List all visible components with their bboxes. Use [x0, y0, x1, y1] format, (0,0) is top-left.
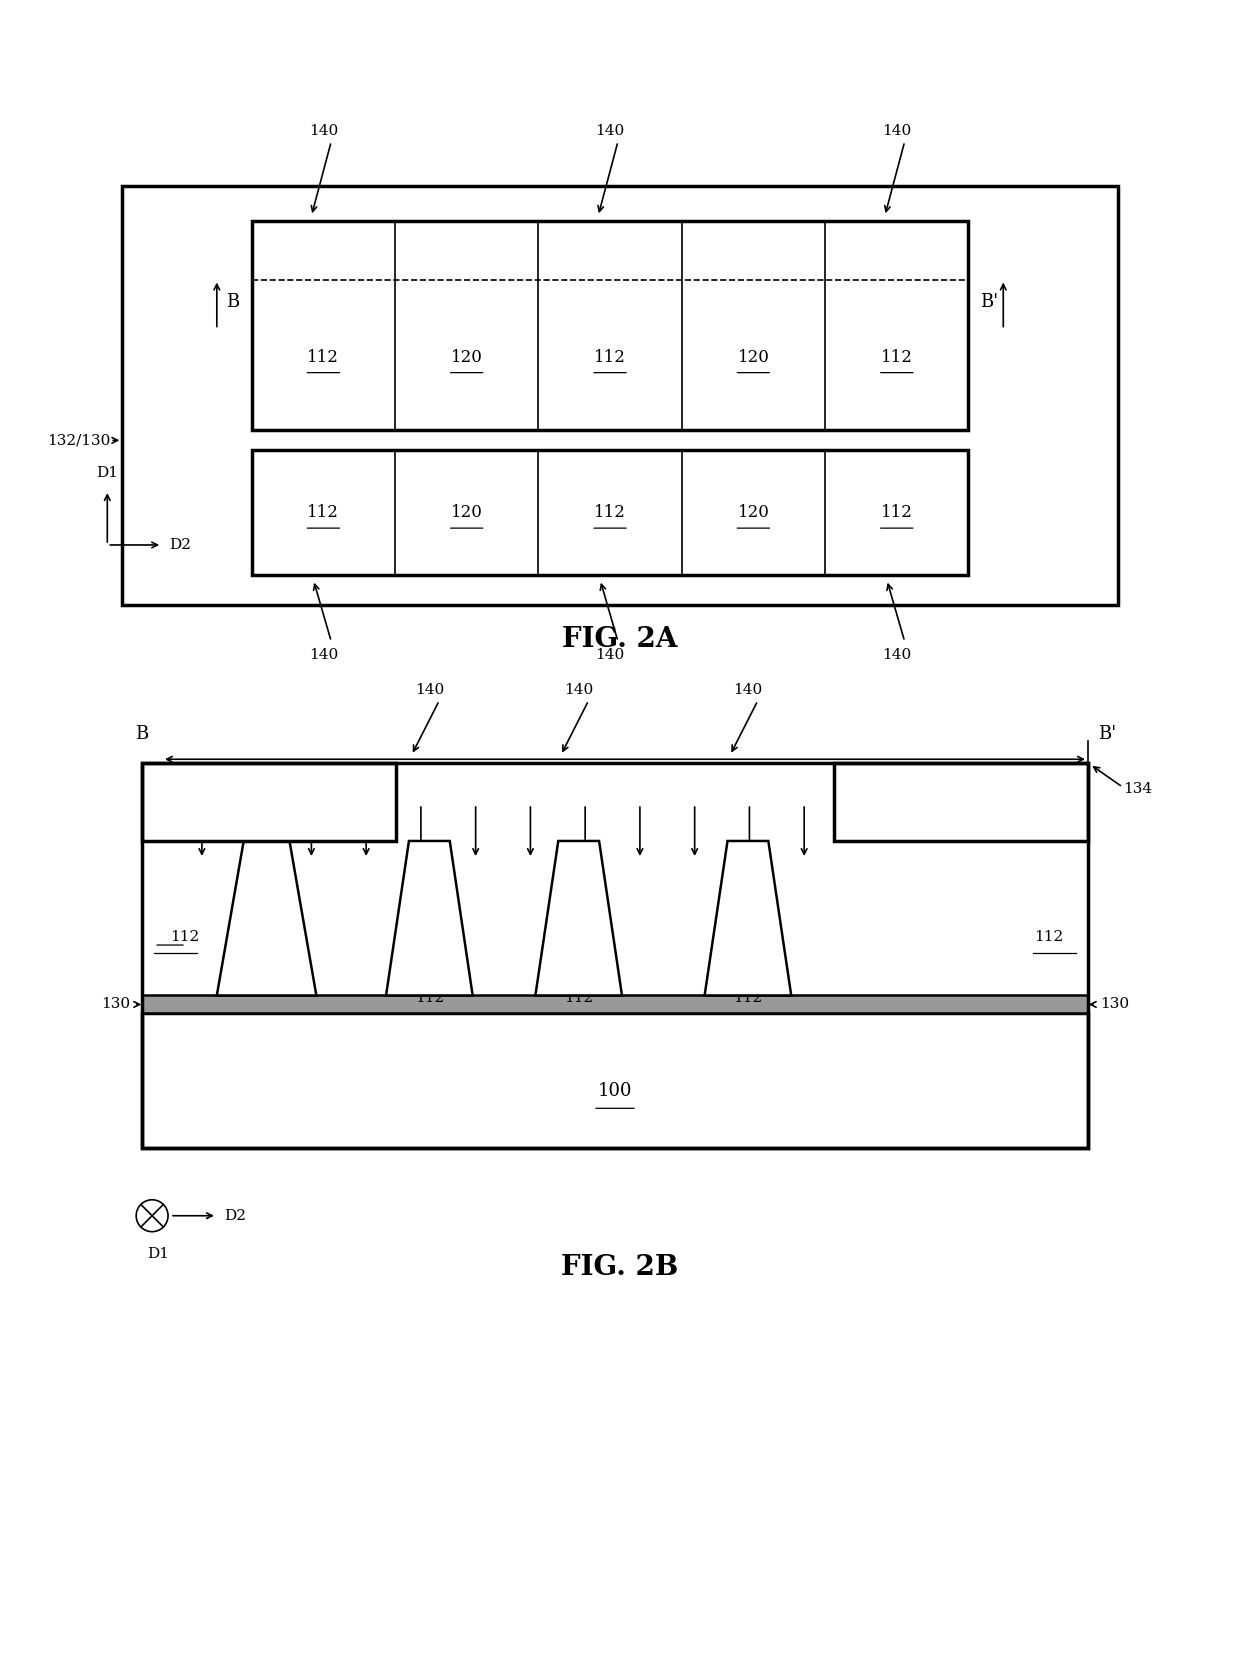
- Text: 130: 130: [1100, 998, 1128, 1011]
- Text: 120: 120: [738, 504, 769, 521]
- Text: 140: 140: [414, 684, 444, 698]
- Text: 140: 140: [595, 648, 625, 661]
- Text: 112: 112: [594, 349, 626, 366]
- Text: 112: 112: [170, 930, 200, 943]
- Text: 132/130: 132/130: [47, 434, 110, 447]
- Bar: [252, 220, 968, 431]
- Bar: [143, 763, 396, 841]
- Bar: [252, 451, 968, 574]
- Text: 130: 130: [102, 998, 130, 1011]
- Text: 140: 140: [882, 648, 911, 661]
- Text: 112: 112: [733, 991, 763, 1005]
- Text: 134: 134: [1122, 783, 1152, 796]
- Text: B: B: [135, 726, 149, 743]
- Polygon shape: [536, 841, 622, 995]
- Text: 140: 140: [882, 124, 911, 139]
- Text: 140: 140: [564, 684, 593, 698]
- Polygon shape: [386, 841, 472, 995]
- Text: 140: 140: [309, 124, 339, 139]
- Text: D2: D2: [223, 1208, 246, 1223]
- Text: 112: 112: [594, 504, 626, 521]
- Text: 112: 112: [1034, 930, 1063, 943]
- Text: 140: 140: [309, 648, 339, 661]
- Text: FIG. 2B: FIG. 2B: [562, 1253, 678, 1282]
- Text: 120: 120: [564, 923, 593, 938]
- Text: B': B': [981, 292, 998, 310]
- Text: 112: 112: [564, 991, 593, 1005]
- Bar: [143, 763, 1087, 1148]
- Bar: [835, 763, 1087, 841]
- Text: 140: 140: [733, 684, 763, 698]
- Text: FIG. 2A: FIG. 2A: [562, 626, 678, 653]
- Polygon shape: [704, 841, 791, 995]
- Text: 120: 120: [252, 923, 281, 938]
- Text: 112: 112: [880, 504, 913, 521]
- Text: B: B: [227, 292, 239, 310]
- Text: 112: 112: [308, 349, 340, 366]
- Text: D2: D2: [169, 537, 191, 552]
- Text: 112: 112: [308, 504, 340, 521]
- Bar: [143, 1013, 1087, 1148]
- Text: 112: 112: [414, 991, 444, 1005]
- Text: D1: D1: [148, 1247, 169, 1260]
- Text: 132: 132: [253, 793, 285, 811]
- Text: 120: 120: [414, 923, 444, 938]
- Bar: [143, 995, 1087, 1013]
- Text: 120: 120: [451, 349, 482, 366]
- Text: 120: 120: [733, 923, 763, 938]
- Text: 120: 120: [738, 349, 769, 366]
- Text: 140: 140: [595, 124, 625, 139]
- Text: B': B': [1097, 726, 1116, 743]
- Text: 120: 120: [451, 504, 482, 521]
- Text: D1: D1: [97, 466, 118, 481]
- Text: 100: 100: [598, 1083, 632, 1100]
- Polygon shape: [217, 841, 316, 995]
- Text: 132: 132: [945, 793, 977, 811]
- Bar: [123, 187, 1117, 604]
- Text: 112: 112: [880, 349, 913, 366]
